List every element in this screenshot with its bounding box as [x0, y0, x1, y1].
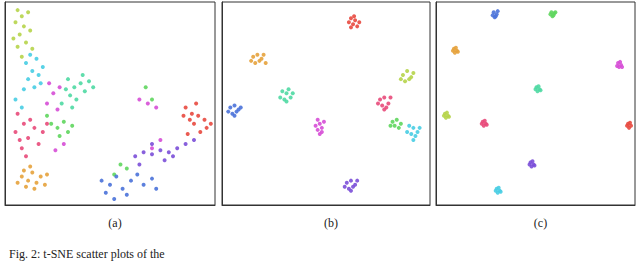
svg-text:(b): (b): [324, 216, 338, 230]
svg-text:(c): (c): [534, 216, 547, 230]
svg-text:Fig. 2: t-SNE scatter plots of: Fig. 2: t-SNE scatter plots of the: [9, 247, 165, 261]
svg-text:(a): (a): [108, 216, 121, 230]
